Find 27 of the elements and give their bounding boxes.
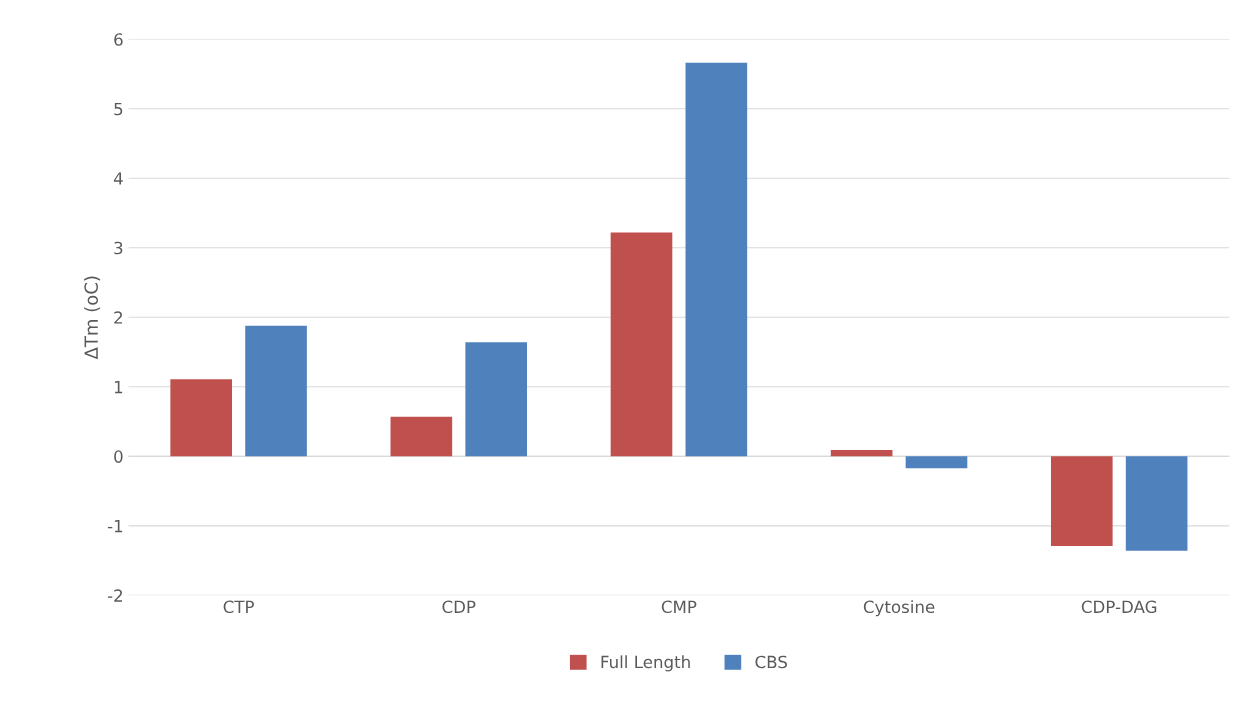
y-tick-label: 0 <box>114 450 123 463</box>
bar <box>905 456 968 469</box>
y-axis-title: ΔTm (oC) <box>84 276 101 360</box>
y-tick-label: 5 <box>114 102 123 116</box>
y-tick-label: 6 <box>114 33 123 46</box>
bar <box>1050 456 1113 546</box>
bar <box>245 325 307 457</box>
bar <box>610 232 673 457</box>
legend-label: CBS <box>755 655 787 669</box>
bar <box>685 62 748 457</box>
bar <box>830 450 893 457</box>
x-tick-label: CMP <box>661 600 697 614</box>
bar <box>170 379 233 457</box>
x-tick-label: CDP <box>442 600 476 614</box>
x-tick-label: Cytosine <box>863 600 935 617</box>
bar <box>465 342 528 457</box>
y-tick-label: -2 <box>107 589 123 602</box>
x-tick-label: CTP <box>223 600 254 614</box>
x-tick-label: CDP-DAG <box>1081 600 1157 614</box>
y-tick-label: 1 <box>114 380 123 394</box>
bar <box>1125 456 1188 551</box>
y-tick-label: -1 <box>107 520 123 533</box>
y-tick-label: 2 <box>114 311 123 324</box>
y-tick-label: 4 <box>113 172 123 185</box>
y-tick-label: 3 <box>114 241 123 255</box>
bar <box>390 416 453 457</box>
legend-label: Full Length <box>601 655 690 672</box>
